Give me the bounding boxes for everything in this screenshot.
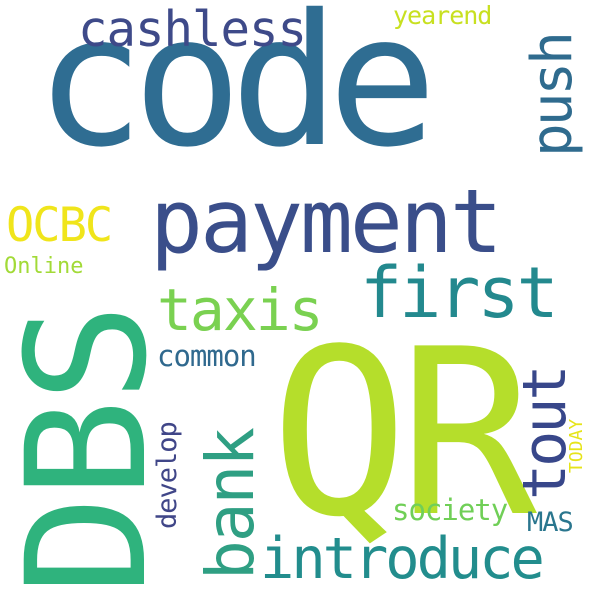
word-yearend: yearend (393, 1, 492, 30)
word-society: society (392, 493, 508, 527)
word-cashless: cashless (78, 1, 307, 58)
word-mas: MAS (527, 507, 574, 538)
word-qr: QR (270, 301, 537, 568)
word-develop: develop (152, 422, 183, 529)
word-introduce: introduce (260, 526, 545, 592)
word-payment: payment (150, 170, 503, 273)
word-today: TODAY (566, 418, 587, 473)
word-code: code (35, 0, 437, 187)
word-ocbc: OCBC (6, 198, 113, 253)
word-first: first (360, 252, 559, 334)
word-push: push (520, 34, 585, 157)
word-common: common (157, 339, 257, 373)
word-taxis: taxis (157, 276, 324, 344)
word-bank: bank (192, 429, 269, 580)
word-online: Online (4, 254, 84, 279)
word-dbs: DBS (0, 305, 183, 595)
